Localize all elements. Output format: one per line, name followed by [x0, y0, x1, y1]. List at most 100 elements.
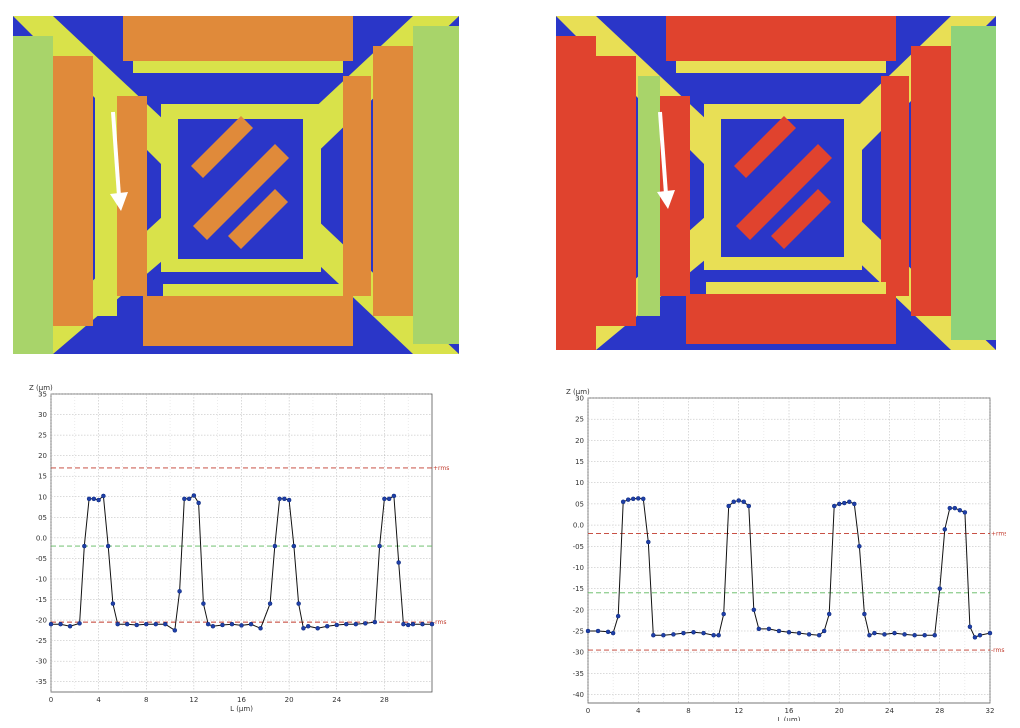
data-point	[101, 493, 106, 499]
data-point	[756, 626, 762, 632]
data-point	[721, 611, 726, 617]
y-tick-label: 20	[38, 452, 47, 460]
y-axis-title: Z (µm)	[29, 384, 53, 392]
data-point	[842, 500, 847, 506]
data-point	[67, 623, 73, 629]
data-point	[947, 505, 953, 511]
x-tick-label: 12	[734, 707, 743, 715]
y-axis-title: Z (µm)	[566, 388, 590, 396]
data-point	[396, 560, 401, 565]
data-point	[962, 510, 968, 515]
data-point	[410, 621, 416, 627]
data-point	[661, 632, 666, 638]
mass-2	[193, 144, 289, 240]
data-point	[977, 632, 983, 638]
data-point	[681, 630, 686, 636]
left-comb-spine	[95, 76, 117, 316]
bottom-comb	[686, 294, 896, 344]
data-point	[301, 626, 306, 631]
data-point	[191, 493, 197, 498]
data-point	[282, 496, 287, 502]
data-point	[201, 601, 206, 606]
y-tick-label: -25	[573, 627, 584, 635]
x-tick-label: 12	[189, 696, 198, 704]
data-point	[105, 543, 111, 549]
y-tick-label: -30	[36, 658, 47, 666]
data-point	[182, 496, 187, 502]
data-point	[942, 527, 948, 532]
left-edge-column	[13, 36, 53, 354]
data-point	[882, 632, 887, 637]
x-tick-label: 32	[986, 707, 995, 715]
data-point	[186, 496, 192, 502]
data-point	[124, 621, 130, 627]
x-axis-title: L (µm)	[778, 716, 801, 721]
data-point	[736, 498, 741, 503]
data-point	[937, 586, 942, 591]
data-point	[229, 621, 235, 627]
left-comb-column	[596, 56, 636, 326]
mass-1	[191, 116, 253, 178]
data-point	[831, 503, 837, 509]
arrow-down-icon	[657, 111, 675, 209]
data-point	[746, 503, 752, 509]
mass-2	[736, 144, 832, 240]
y-tick-label: -05	[573, 543, 584, 551]
data-point	[967, 624, 973, 629]
reference-line-label: +rms	[433, 465, 449, 472]
data-point	[585, 628, 591, 634]
data-point	[391, 493, 397, 499]
data-point	[786, 630, 792, 635]
data-point	[420, 621, 425, 627]
data-point	[636, 496, 641, 501]
reference-line-label: +rms	[991, 531, 1006, 538]
data-point	[291, 543, 297, 549]
data-point	[286, 497, 292, 503]
data-point	[58, 621, 63, 627]
y-tick-label: -30	[573, 649, 584, 657]
y-tick-label: 05	[38, 514, 47, 522]
data-point	[847, 499, 852, 505]
top-comb-spine	[133, 61, 343, 73]
data-point	[872, 630, 877, 636]
data-point	[716, 632, 721, 638]
data-point	[902, 632, 907, 637]
data-point	[96, 497, 101, 503]
y-tick-label: -35	[573, 670, 584, 678]
data-point	[296, 601, 301, 606]
x-axis-title: L (µm)	[230, 705, 253, 713]
data-point	[646, 539, 651, 545]
data-point	[144, 621, 149, 627]
data-point	[766, 626, 772, 632]
data-point	[806, 632, 812, 637]
data-point	[630, 496, 636, 502]
data-point	[922, 632, 927, 638]
data-point	[196, 500, 201, 506]
data-point	[277, 496, 282, 502]
data-point	[220, 622, 225, 628]
mass-1	[734, 116, 796, 178]
data-point	[210, 623, 216, 629]
y-tick-label: 10	[575, 479, 584, 487]
data-point	[972, 635, 978, 640]
y-tick-label: 10	[38, 493, 47, 501]
reference-line-label: -rms	[433, 619, 447, 626]
right-edge-column	[951, 26, 996, 340]
data-point	[776, 628, 782, 634]
top-comb	[666, 16, 896, 61]
data-point	[77, 621, 82, 626]
data-point	[892, 630, 897, 636]
top-comb	[123, 16, 353, 61]
data-point	[610, 630, 616, 636]
data-point	[816, 632, 822, 638]
data-point	[363, 621, 368, 626]
x-tick-label: 8	[144, 696, 148, 704]
top-comb-spine	[676, 61, 886, 73]
data-point	[429, 621, 435, 627]
left-edge-column	[556, 36, 596, 350]
data-point	[377, 543, 382, 549]
data-point	[258, 626, 263, 631]
y-tick-label: -20	[573, 606, 584, 614]
data-point	[826, 611, 832, 617]
x-tick-label: 28	[380, 696, 389, 704]
